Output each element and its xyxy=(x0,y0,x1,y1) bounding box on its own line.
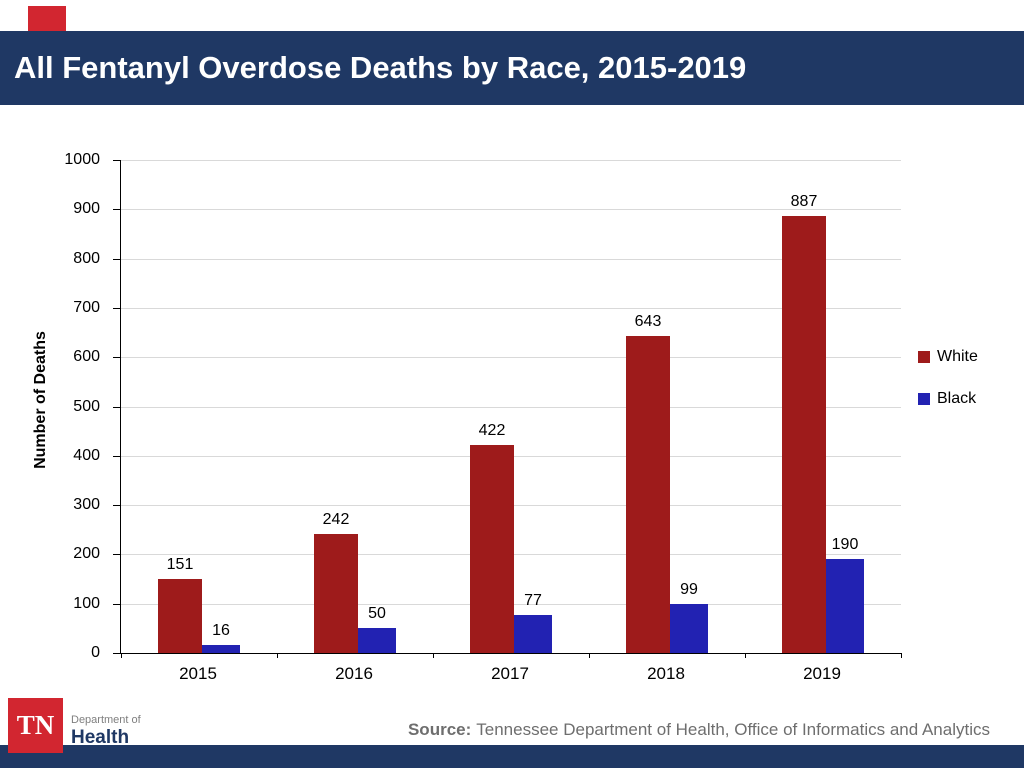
bar-white-2017: 422 xyxy=(470,422,514,653)
bar-value-label: 422 xyxy=(478,421,506,439)
x-axis-tick-mark xyxy=(433,653,434,658)
gridline xyxy=(121,209,901,211)
logo-text: Department of Health xyxy=(71,698,141,753)
bar-black-2016: 50 xyxy=(358,605,396,653)
y-axis-tick-label: 200 xyxy=(73,545,100,563)
legend-label: Black xyxy=(937,390,977,407)
y-axis-tick-mark xyxy=(113,653,120,654)
x-axis-category-label: 2017 xyxy=(491,664,529,683)
y-axis-tick-mark xyxy=(113,603,120,605)
x-axis-category-label: 2016 xyxy=(335,664,373,683)
y-axis-labels: 0 100 200 300 400 500 600 700 800 900 1000 xyxy=(55,151,110,661)
y-axis-tick-label: 300 xyxy=(73,496,100,514)
legend-item-black: Black xyxy=(918,390,978,408)
y-axis-tick-mark xyxy=(113,455,120,457)
bar-white-2016: 242 xyxy=(314,511,358,653)
x-axis-category-label: 2018 xyxy=(647,664,685,683)
top-left-red-accent xyxy=(28,6,66,31)
bar-group-2017: 422 77 xyxy=(433,160,589,653)
bar-white-2015: 151 xyxy=(158,556,202,653)
y-axis-tick-mark xyxy=(113,160,120,161)
bar-white-2019: 887 xyxy=(782,193,826,653)
tn-health-logo: TN Department of Health xyxy=(8,698,141,753)
legend-label: White xyxy=(937,348,978,365)
gridline xyxy=(121,160,901,161)
bar-value-label: 887 xyxy=(790,192,818,210)
x-axis-tick-mark xyxy=(589,653,590,658)
bar-value-label: 77 xyxy=(524,592,542,610)
x-axis-tick-mark xyxy=(277,653,278,658)
gridline xyxy=(121,406,901,408)
source-text: Tennessee Department of Health, Office o… xyxy=(476,720,990,739)
bar-white-2018: 643 xyxy=(626,313,670,653)
bar-value-label: 190 xyxy=(831,536,859,554)
y-axis-tick-label: 0 xyxy=(91,644,100,661)
x-axis-labels: 2015 2016 2017 2018 2019 xyxy=(120,664,900,684)
y-axis-tick-mark xyxy=(113,357,120,359)
y-axis-tick-label: 100 xyxy=(73,594,100,612)
y-axis-tick-mark xyxy=(113,307,120,309)
y-axis-tick-label: 800 xyxy=(73,249,100,267)
y-axis-tick-label: 400 xyxy=(73,446,100,464)
gridline xyxy=(121,307,901,309)
y-axis-tick-mark xyxy=(113,554,120,556)
y-axis-tick-label: 900 xyxy=(73,200,100,218)
bar-group-2016: 242 50 xyxy=(277,160,433,653)
footer-bar xyxy=(0,745,1024,768)
bar-group-2018: 643 99 xyxy=(589,160,745,653)
bar-value-label: 99 xyxy=(680,581,698,599)
slide-header: All Fentanyl Overdose Deaths by Race, 20… xyxy=(0,31,1024,105)
bar-value-label: 16 xyxy=(212,622,230,640)
bar-black-2017: 77 xyxy=(514,592,552,653)
y-axis-tick-label: 700 xyxy=(73,298,100,316)
y-axis-tick-label: 600 xyxy=(73,348,100,366)
bar-value-label: 151 xyxy=(166,555,194,573)
bar-black-2018: 99 xyxy=(670,581,708,653)
legend-swatch-black xyxy=(918,393,930,405)
gridline xyxy=(121,357,901,359)
y-axis-tick-label: 1000 xyxy=(64,151,100,168)
bar-value-label: 50 xyxy=(368,605,386,623)
tn-logo-square: TN xyxy=(8,698,63,753)
bar-value-label: 242 xyxy=(322,510,350,528)
x-axis-tick-mark xyxy=(901,653,902,658)
x-axis-category-label: 2019 xyxy=(803,664,841,683)
tn-logo-letters: TN xyxy=(16,710,55,740)
y-axis-tick-mark xyxy=(113,505,120,507)
y-axis-tick-mark xyxy=(113,406,120,408)
bar-black-2015: 16 xyxy=(202,622,240,653)
source-label: Source: xyxy=(407,720,472,739)
x-axis-category-label: 2015 xyxy=(179,664,217,683)
chart-plot-area: 151 16 242 50 422 77 643 99 887 190 xyxy=(113,160,902,658)
y-axis-tick-mark xyxy=(113,209,120,211)
y-axis-tick-mark xyxy=(113,258,120,260)
legend-item-white: White xyxy=(918,348,978,366)
page-title: All Fentanyl Overdose Deaths by Race, 20… xyxy=(14,50,747,85)
logo-health-line: Health xyxy=(71,726,130,748)
bar-group-2015: 151 16 xyxy=(121,160,277,653)
y-axis-tick-label: 500 xyxy=(73,397,100,415)
bar-value-label: 643 xyxy=(634,313,662,331)
source-line: Source: Tennessee Department of Health, O… xyxy=(408,720,990,740)
x-axis-tick-mark xyxy=(745,653,746,658)
chart-legend: White Black xyxy=(918,348,978,432)
bar-group-2019: 887 190 xyxy=(745,160,901,653)
gridline xyxy=(121,258,901,260)
logo-department-line: Department of xyxy=(71,714,141,726)
bar-black-2019: 190 xyxy=(826,536,864,653)
x-axis-tick-mark xyxy=(121,653,122,658)
legend-swatch-white xyxy=(918,351,930,363)
